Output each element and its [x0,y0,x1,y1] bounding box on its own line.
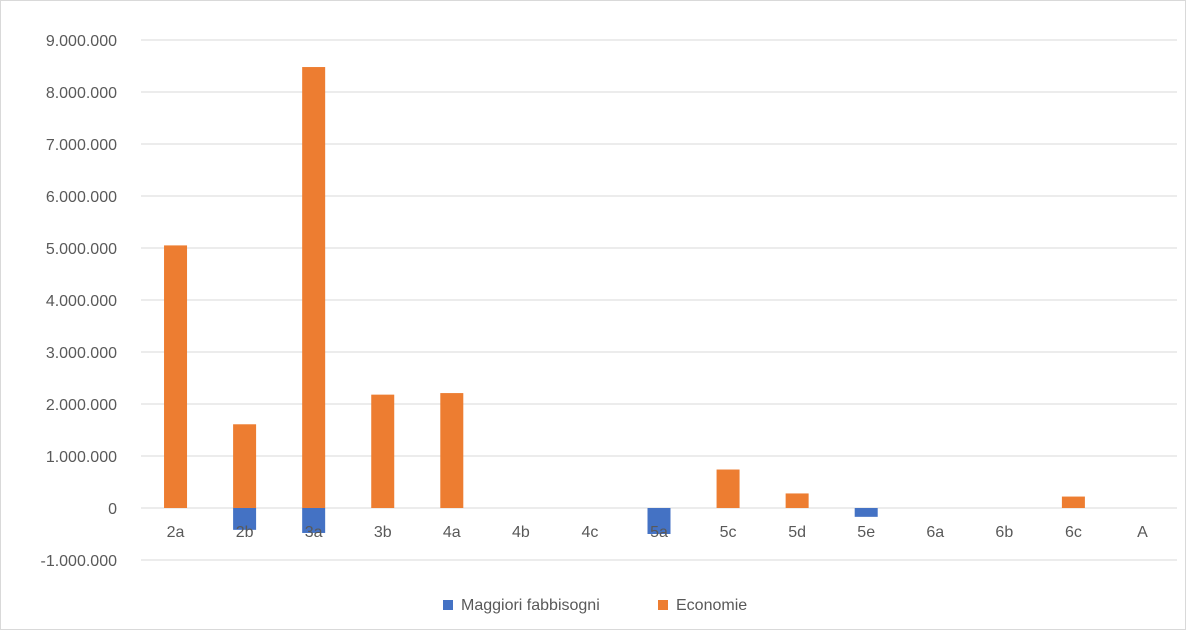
x-category-label: 3b [374,524,392,541]
y-tick-label: 1.000.000 [46,449,117,466]
legend-label: Maggiori fabbisogni [461,597,600,614]
y-tick-label: 3.000.000 [46,345,117,362]
bar-economie-4a [440,393,464,508]
y-tick-label: -1.000.000 [40,553,117,570]
y-tick-label: 5.000.000 [46,241,117,258]
x-category-label: 2b [236,524,254,541]
x-category-label: 4a [443,524,461,541]
y-tick-label: 6.000.000 [46,189,117,206]
y-axis-tick-labels: 9.000.000 8.000.000 7.000.000 6.000.000 5.00… [40,33,117,570]
x-category-label: 5c [720,524,737,541]
x-category-label: 6a [926,524,944,541]
bar-economie-2a [164,245,188,508]
legend-swatch [443,600,453,610]
bar-economie-3b [371,394,395,508]
legend: Maggiori fabbisogni Economie [443,597,747,614]
y-tick-label: 4.000.000 [46,293,117,310]
x-category-label: 4c [581,524,598,541]
legend-label: Economie [676,597,747,614]
x-category-label: 3a [305,524,323,541]
bar-maggiori-fabbisogni-5a [647,508,671,534]
y-tick-label: 9.000.000 [46,33,117,50]
x-category-label: A [1137,524,1148,541]
bars [164,67,1085,534]
bar-economie-3a [302,67,326,508]
y-tick-label: 0 [108,501,117,518]
x-category-label: 5a [650,524,668,541]
bar-maggiori-fabbisogni-3a [302,508,326,533]
y-tick-label: 2.000.000 [46,397,117,414]
bar-maggiori-fabbisogni-5e [854,508,878,517]
bar-economie-5c [716,469,740,508]
bar-maggiori-fabbisogni-2b [233,508,257,530]
x-category-label: 5e [857,524,875,541]
bar-economie-6c [1061,496,1085,508]
x-category-label: 6c [1065,524,1082,541]
x-category-label: 2a [167,524,185,541]
bar-economie-5d [785,493,809,508]
x-category-label: 4b [512,524,530,541]
x-category-label: 5d [788,524,806,541]
x-axis-category-labels: 2a 2b 3a 3b 4a 4b 4c 5a 5c 5d 5e 6a 6b 6c A [167,524,1148,541]
x-category-label: 6b [995,524,1013,541]
gridlines [141,39,1177,561]
bar-economie-2b [233,424,257,508]
legend-swatch [658,600,668,610]
y-tick-label: 8.000.000 [46,85,117,102]
y-tick-label: 7.000.000 [46,137,117,154]
